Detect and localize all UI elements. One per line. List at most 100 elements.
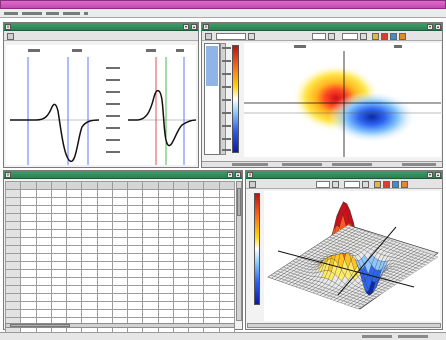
toolbar-tool-icon[interactable] [372, 33, 379, 40]
table-cell[interactable] [172, 293, 190, 302]
table-cell[interactable] [203, 213, 220, 222]
table-cell[interactable] [111, 301, 129, 310]
toolbar-tool-icon[interactable] [7, 33, 14, 40]
table-cell[interactable] [35, 213, 52, 222]
table-cell[interactable] [81, 221, 98, 230]
table-cell[interactable] [203, 269, 220, 278]
table-cell[interactable] [172, 237, 190, 246]
table-cell[interactable] [188, 269, 205, 278]
table-cell[interactable] [35, 301, 52, 310]
table-cell[interactable] [111, 293, 129, 302]
table-cell[interactable] [81, 285, 98, 294]
dropdown-arrow-icon[interactable] [332, 181, 339, 188]
surface-horizontal-scrollbar[interactable] [247, 323, 441, 328]
table-cell[interactable] [203, 221, 220, 230]
table-cell[interactable] [96, 285, 113, 294]
table-row[interactable] [4, 245, 236, 254]
table-cell[interactable] [218, 245, 236, 254]
window-minimize-icon[interactable]: ▾ [227, 172, 233, 178]
toolbar-tool-icon[interactable] [399, 33, 406, 40]
table-cell[interactable] [96, 237, 113, 246]
table-cell[interactable] [50, 261, 68, 270]
data-table[interactable] [4, 181, 236, 340]
window-minimize-icon[interactable]: ▾ [427, 172, 433, 178]
table-cell[interactable] [35, 197, 52, 206]
table-cell[interactable] [142, 237, 159, 246]
table-cell[interactable] [111, 213, 129, 222]
menu-item-2[interactable] [22, 11, 42, 16]
table-cell[interactable] [4, 213, 22, 222]
table-cell[interactable] [111, 205, 129, 214]
table-cell[interactable] [35, 245, 52, 254]
window-close-icon[interactable]: × [203, 24, 209, 30]
waveform-window-title-bar[interactable]: × ▾ ▴ [4, 23, 198, 31]
table-cell[interactable] [4, 285, 22, 294]
table-cell[interactable] [157, 197, 174, 206]
table-cell[interactable] [96, 301, 113, 310]
table-cell[interactable] [35, 293, 52, 302]
table-cell[interactable] [20, 221, 37, 230]
table-cell[interactable] [111, 237, 129, 246]
window-maximize-icon[interactable]: ▴ [191, 24, 197, 30]
table-column-header[interactable] [20, 181, 37, 190]
table-cell[interactable] [127, 261, 144, 270]
menu-item-4[interactable] [63, 11, 80, 16]
table-cell[interactable] [203, 205, 220, 214]
table-cell[interactable] [218, 309, 236, 318]
table-cell[interactable] [111, 261, 129, 270]
table-cell[interactable] [218, 229, 236, 238]
table-cell[interactable] [20, 245, 37, 254]
table-cell[interactable] [50, 301, 68, 310]
table-cell[interactable] [111, 285, 129, 294]
window-close-icon[interactable]: × [247, 172, 253, 178]
toolbar-tool-icon[interactable] [383, 181, 390, 188]
table-cell[interactable] [172, 253, 190, 262]
table-cell[interactable] [127, 197, 144, 206]
table-cell[interactable] [66, 285, 83, 294]
source-map-plot[interactable] [244, 43, 441, 157]
table-cell[interactable] [50, 253, 68, 262]
table-cell[interactable] [66, 269, 83, 278]
table-cell[interactable] [66, 293, 83, 302]
table-cell[interactable] [35, 205, 52, 214]
table-cell[interactable] [4, 261, 22, 270]
waveform-plot[interactable] [6, 45, 196, 165]
table-cell[interactable] [203, 285, 220, 294]
table-cell[interactable] [157, 261, 174, 270]
table-cell[interactable] [127, 285, 144, 294]
table-cell[interactable] [50, 245, 68, 254]
table-cell[interactable] [35, 285, 52, 294]
table-cell[interactable] [127, 293, 144, 302]
map-range-field[interactable] [312, 33, 326, 40]
table-cell[interactable] [81, 205, 98, 214]
table-cell[interactable] [20, 285, 37, 294]
surface-plot[interactable] [264, 191, 440, 321]
table-vertical-scroll-thumb[interactable] [237, 188, 241, 216]
table-cell[interactable] [127, 269, 144, 278]
table-cell[interactable] [96, 213, 113, 222]
table-cell[interactable] [157, 293, 174, 302]
table-cell[interactable] [20, 189, 37, 198]
window-maximize-icon[interactable]: ▴ [235, 172, 241, 178]
channel-list[interactable] [204, 43, 220, 155]
channel-list-selected-item[interactable] [206, 46, 218, 86]
table-cell[interactable] [188, 229, 205, 238]
table-cell[interactable] [66, 229, 83, 238]
table-cell[interactable] [218, 253, 236, 262]
table-cell[interactable] [172, 285, 190, 294]
surface-scale-field[interactable] [344, 181, 360, 188]
table-cell[interactable] [4, 293, 22, 302]
table-cell[interactable] [172, 245, 190, 254]
table-row[interactable] [4, 301, 236, 310]
table-cell[interactable] [4, 277, 22, 286]
table-cell[interactable] [142, 309, 159, 318]
table-cell[interactable] [20, 269, 37, 278]
table-cell[interactable] [142, 213, 159, 222]
table-cell[interactable] [66, 301, 83, 310]
table-row[interactable] [4, 213, 236, 222]
table-cell[interactable] [81, 245, 98, 254]
table-cell[interactable] [35, 277, 52, 286]
table-cell[interactable] [157, 229, 174, 238]
table-cell[interactable] [142, 277, 159, 286]
table-cell[interactable] [218, 285, 236, 294]
